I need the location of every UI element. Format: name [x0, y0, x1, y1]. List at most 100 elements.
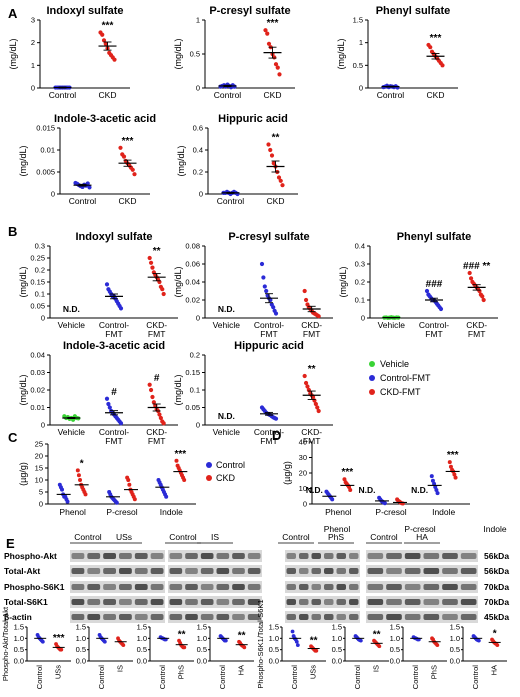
data-point: [305, 384, 310, 389]
panel-title: Phenyl sulfate: [376, 5, 451, 17]
y-tick-label: 0.0: [269, 657, 279, 666]
category-label: CKD-: [301, 320, 322, 330]
blot-band: [460, 614, 477, 620]
significance-mark: ***: [267, 18, 279, 29]
nd-label: N.D.: [218, 411, 235, 421]
blot-band: [87, 614, 101, 620]
category-label: HA: [490, 665, 499, 675]
significance-mark: **: [153, 246, 161, 257]
y-tick-label: 1.0: [137, 634, 147, 643]
data-point: [60, 487, 65, 492]
data-point: [87, 185, 92, 190]
category-label: USs: [54, 665, 63, 679]
blot-band: [311, 553, 321, 559]
category-label: Vehicle: [213, 427, 241, 437]
y-axis-label: (mg/dL): [338, 266, 348, 297]
category-label: PhS: [430, 665, 439, 679]
data-point: [259, 261, 265, 267]
y-tick-label: 1.0: [332, 634, 342, 643]
blot-band: [216, 599, 230, 605]
nd-label: N.D.: [359, 485, 376, 495]
data-point: [242, 645, 247, 650]
blot-band: [386, 584, 402, 590]
blot-band: [169, 568, 183, 574]
blot-band: [442, 599, 458, 605]
data-point: [314, 648, 319, 653]
significance-mark: ***: [102, 20, 114, 31]
category-label: Vehicle: [58, 427, 86, 437]
legend-label: CKD-FMT: [380, 387, 421, 397]
data-point: [132, 497, 137, 502]
blot-band: [299, 553, 309, 559]
y-tick-label: 0.5: [353, 61, 363, 70]
data-point: [269, 153, 275, 158]
legend-label: Control: [216, 460, 245, 470]
data-point: [75, 468, 80, 473]
significance-mark: **: [373, 630, 381, 641]
y-axis-label: (mg/dL): [336, 38, 346, 69]
category-label: FMT: [148, 436, 165, 446]
blot-row-label: Phospho-S6K1: [4, 582, 65, 592]
data-point: [103, 41, 108, 46]
chart-indoxyl-b: 0 0.05 0.1 0.15 0.2 0.25 0.3 Indoxyl sulfate (mg…: [18, 231, 178, 339]
y-tick-label: 1: [359, 38, 363, 47]
category-label: Control: [49, 90, 77, 100]
blot-band: [386, 568, 402, 574]
y-axis-label: (µg/g): [282, 461, 292, 485]
y-tick-label: 0.08: [185, 242, 200, 251]
data-point: [452, 472, 457, 477]
y-tick-label: 0.02: [30, 386, 45, 395]
category-label: FMT: [260, 329, 277, 339]
y-tick-label: 0: [31, 84, 35, 93]
y-tick-label: 30: [299, 453, 307, 462]
data-point: [348, 488, 353, 493]
blot-band: [349, 599, 359, 605]
y-tick-label: 1.0: [390, 634, 400, 643]
y-axis-label: (mg/dL): [176, 145, 186, 176]
category-label: IS: [372, 665, 381, 672]
quant-panel-4: 0.0 0.5 1.0 1.5 Phospho-S6K1/Total-S6K1 Contr…: [256, 599, 326, 689]
data-point: [65, 499, 70, 504]
blot-band: [460, 568, 477, 574]
data-point: [273, 416, 279, 421]
quant-panel-3: 0.0 0.5 1.0 1.5 Control HA **: [197, 623, 254, 689]
y-tick-label: 0.05: [30, 302, 45, 311]
data-point: [424, 288, 430, 294]
blot-band: [185, 553, 198, 559]
y-tick-label: 1.5: [390, 623, 400, 632]
blot-band: [324, 568, 334, 574]
y-tick-label: 1: [196, 16, 200, 25]
data-point: [481, 297, 486, 303]
chart-panel-d: D 0 10 20 30 40 (µg/g) Phenol N.D. *** P-cresol N.D…: [272, 428, 470, 517]
category-label: CKD-: [466, 320, 487, 330]
y-tick-label: 25: [35, 440, 43, 449]
data-point: [273, 311, 279, 316]
data-point: [342, 477, 347, 482]
blot-band: [442, 614, 458, 620]
data-point: [182, 645, 187, 650]
data-point: [164, 494, 169, 499]
data-point: [132, 172, 137, 177]
blot-band: [87, 568, 101, 574]
blot-band: [169, 599, 183, 605]
blot-band: [134, 584, 148, 590]
blot-band: [386, 614, 402, 620]
blot-band: [150, 599, 164, 605]
category-label: FMT: [260, 436, 277, 446]
chart-panel-c: C 0 5 10 15 20 25 (µg/g) Phenol * P-cresol Indole **…: [8, 430, 196, 517]
blot-band: [324, 553, 334, 559]
data-point: [467, 270, 472, 276]
category-label: Control: [217, 196, 245, 206]
y-tick-label: 0.05: [185, 403, 200, 412]
data-point: [275, 65, 280, 70]
data-point: [480, 294, 485, 299]
blot-band: [324, 599, 334, 605]
quant-panel-2: 0.0 0.5 1.0 1.5 Control PhS **: [137, 623, 194, 689]
category-label: CKD: [264, 90, 282, 100]
significance-mark: ### **: [463, 261, 490, 272]
blot-band: [169, 553, 183, 559]
blot-band: [134, 568, 148, 574]
data-point: [347, 484, 352, 489]
blot-kda-label: 45kDa: [484, 612, 509, 622]
